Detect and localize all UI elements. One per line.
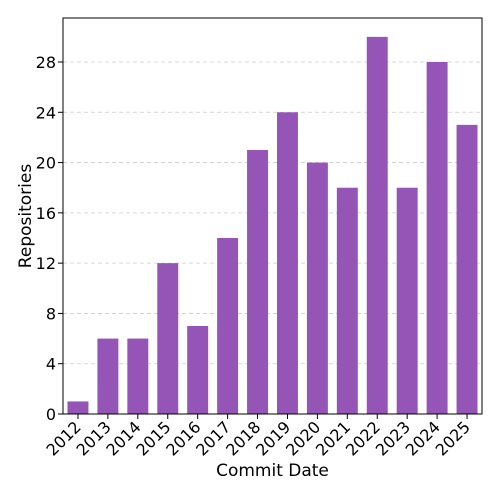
y-tick-label: 28 — [36, 53, 56, 72]
bar — [97, 338, 119, 414]
bar — [157, 263, 179, 414]
bar — [127, 338, 149, 414]
bar — [396, 187, 418, 414]
bar — [366, 36, 388, 414]
bar — [67, 401, 89, 414]
bar — [306, 162, 328, 414]
bar — [187, 326, 209, 414]
bar — [336, 187, 358, 414]
y-tick-label: 12 — [36, 254, 56, 273]
y-tick-label: 4 — [46, 355, 56, 374]
y-tick-label: 16 — [36, 204, 56, 223]
bar — [217, 238, 239, 414]
bars — [67, 36, 478, 415]
y-tick-label: 8 — [46, 304, 56, 323]
x-tick-label: 2025 — [432, 417, 474, 459]
bar — [426, 62, 448, 414]
y-axis-label: Repositories — [16, 164, 36, 269]
x-axis-label: Commit Date — [216, 461, 329, 481]
plot-frame — [62, 17, 483, 415]
bar — [456, 124, 478, 414]
y-tick-label: 20 — [36, 154, 56, 173]
y-tick-label: 0 — [46, 405, 56, 424]
grid-lines — [63, 61, 482, 365]
y-tick-label: 24 — [36, 103, 56, 122]
bar — [247, 150, 269, 414]
x-axis-ticks: 2012201320142015201620172018201920202021… — [43, 414, 474, 460]
bar — [276, 112, 298, 415]
y-axis-ticks: 0 4 8 12 16 20 24 28 — [36, 53, 63, 424]
